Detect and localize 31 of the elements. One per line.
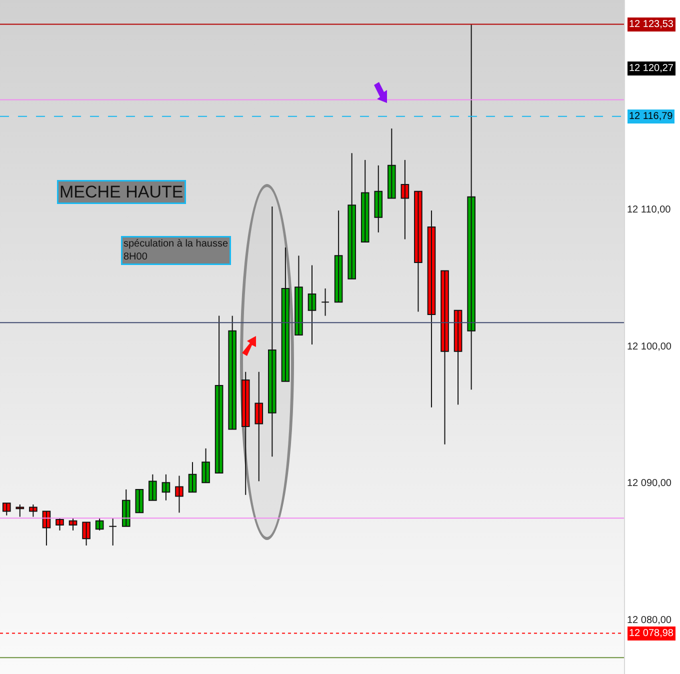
- candlestick: [175, 475, 184, 514]
- candlestick: [241, 371, 250, 496]
- candlestick: [202, 448, 210, 484]
- candlestick: [360, 159, 370, 242]
- candlestick: [440, 270, 449, 445]
- candlestick: [228, 315, 236, 430]
- candlestick: [374, 164, 383, 233]
- candlestick: [108, 518, 117, 546]
- candlestick: [2, 502, 11, 516]
- annotation: MECHE HAUTE: [60, 182, 184, 202]
- candlestick: [16, 504, 24, 518]
- y-tick-label: 12 100,00: [627, 341, 672, 352]
- candlestick: [148, 474, 157, 501]
- y-tick-label: 12 110,00: [627, 204, 672, 216]
- candlestick: [388, 128, 396, 199]
- ref-line-label: 12 078,98: [629, 628, 674, 639]
- y-tick-label: 12 080,00: [627, 614, 672, 626]
- candlestick: [268, 206, 276, 458]
- ref-line-label: 12 123,53: [629, 19, 674, 30]
- candlestick: [414, 190, 422, 312]
- candlestick: [135, 488, 144, 514]
- y-tick-label: 12 090,00: [627, 478, 672, 490]
- annotation: spéculation à la hausse 8H00: [124, 238, 228, 262]
- candlestick: [467, 24, 476, 390]
- candlestick: [321, 288, 330, 316]
- candlestick: [56, 518, 64, 531]
- ref-line-label: 12 116,79: [629, 111, 674, 122]
- text: 12 120,27: [629, 63, 674, 74]
- candlestick: [348, 152, 356, 280]
- candlestick: [29, 504, 38, 518]
- candlestick: [254, 371, 264, 482]
